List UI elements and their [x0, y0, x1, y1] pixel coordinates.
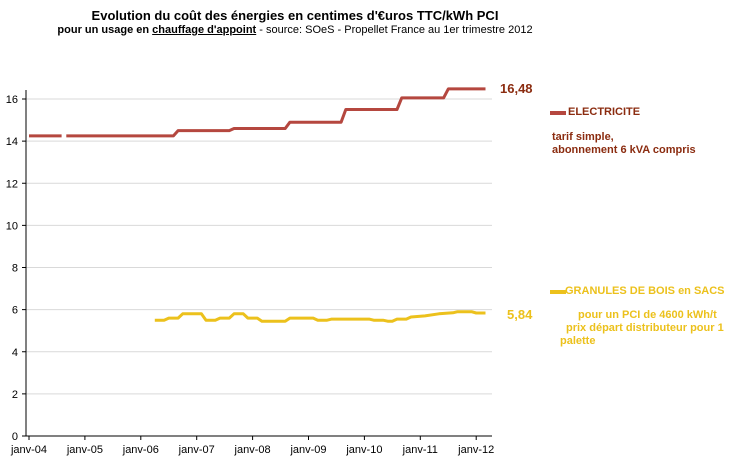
granules-note-line1: pour un PCI de 4600 kWh/t [578, 309, 717, 321]
electricite-legend-label: ELECTRICITE [568, 106, 641, 118]
chart-title: Evolution du coût des énergies en centim… [91, 8, 499, 23]
y-tick-label: 10 [6, 220, 18, 232]
x-tick-label: janv-12 [457, 444, 494, 456]
granules-legend-key [550, 290, 566, 294]
x-tick-label: janv-10 [345, 444, 382, 456]
granules-series-line [154, 310, 486, 323]
electricite-note-line1: tarif simple, [552, 131, 614, 143]
y-tick-label: 12 [6, 178, 18, 190]
x-tick-label: janv-11 [402, 444, 438, 456]
subtitle-source: - source: SOeS - Propellet France au 1er… [256, 24, 533, 36]
electricite-legend-note: tarif simple, abonnement 6 kVA compris [552, 131, 696, 157]
y-tick-label: 6 [12, 305, 18, 317]
electricite-note-line2: abonnement 6 kVA compris [552, 144, 696, 156]
electricite-series-line [66, 87, 486, 138]
x-tick-label: janv-04 [10, 444, 47, 456]
granules-legend-note: pour un PCI de 4600 kWh/t prix départ di… [550, 309, 724, 348]
electricite-end-label: 16,48 [500, 81, 533, 96]
y-tick-label: 4 [12, 347, 18, 359]
subtitle-underlined: chauffage d'appoint [152, 24, 257, 36]
electricite-legend-key [550, 111, 566, 115]
x-tick-label: janv-05 [66, 444, 103, 456]
x-tick-label: janv-08 [234, 444, 271, 456]
granules-note-line3: palette [560, 335, 596, 347]
granules-legend-label: GRANULES DE BOIS en SACS [565, 285, 725, 297]
y-tick-label: 8 [12, 263, 18, 275]
x-tick-label: janv-09 [289, 444, 326, 456]
y-tick-label: 2 [12, 389, 18, 401]
x-tick-label: janv-06 [122, 444, 159, 456]
chart-subtitle: pour un usage en chauffage d'appoint - s… [0, 24, 590, 36]
x-tick-label: janv-07 [178, 444, 215, 456]
y-tick-label: 14 [6, 136, 18, 148]
granules-end-label: 5,84 [507, 307, 533, 322]
y-tick-label: 0 [12, 431, 18, 443]
subtitle-pre: pour un usage en [57, 24, 153, 36]
y-tick-label: 16 [6, 94, 18, 106]
granules-note-line2: prix départ distributeur pour 1 [566, 322, 724, 334]
